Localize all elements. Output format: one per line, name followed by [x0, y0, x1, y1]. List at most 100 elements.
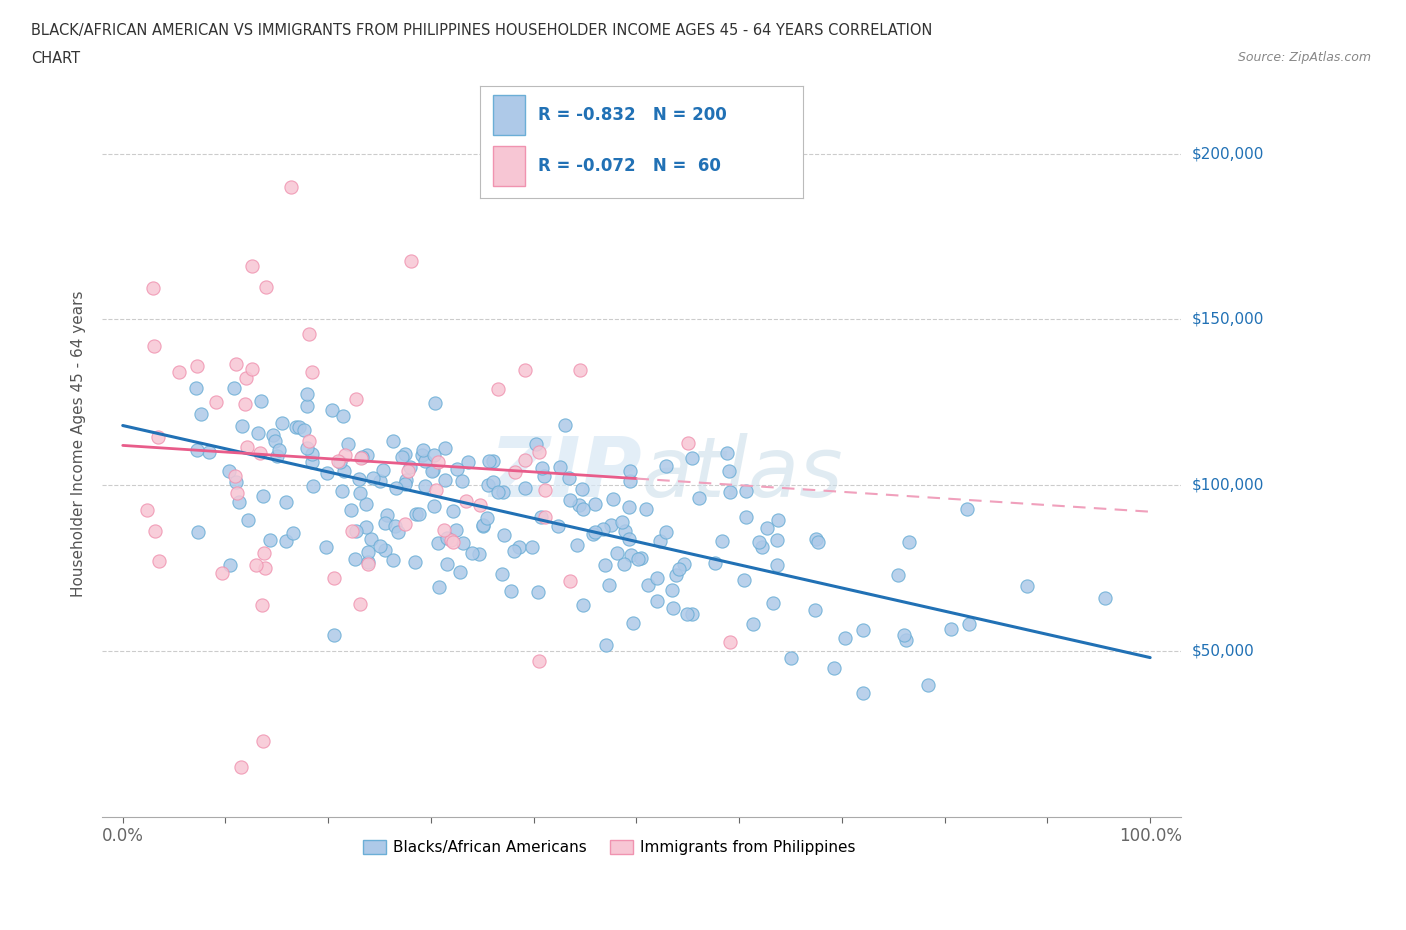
- Point: [917, 678, 939, 693]
- Point: [361, 471, 384, 485]
- Point: [323, 628, 346, 643]
- Point: [655, 459, 678, 474]
- Point: [235, 371, 257, 386]
- Point: [751, 539, 773, 554]
- Point: [411, 447, 433, 462]
- Point: [167, 365, 190, 379]
- Point: [245, 558, 267, 573]
- Point: [250, 597, 273, 612]
- Point: [433, 522, 456, 537]
- Point: [613, 556, 636, 571]
- Point: [344, 524, 367, 538]
- Point: [228, 495, 250, 510]
- Point: [718, 485, 741, 499]
- Point: [645, 593, 668, 608]
- Point: [513, 363, 536, 378]
- Point: [617, 531, 640, 546]
- Point: [295, 399, 318, 414]
- Point: [637, 578, 659, 592]
- Text: $100,000: $100,000: [1192, 478, 1264, 493]
- Point: [145, 523, 167, 538]
- Point: [956, 501, 979, 516]
- Point: [425, 483, 447, 498]
- Point: [491, 566, 513, 581]
- Text: Source: ZipAtlas.com: Source: ZipAtlas.com: [1237, 51, 1371, 64]
- Point: [554, 418, 576, 433]
- Point: [224, 469, 246, 484]
- Text: BLACK/AFRICAN AMERICAN VS IMMIGRANTS FROM PHILIPPINES HOUSEHOLDER INCOME AGES 45: BLACK/AFRICAN AMERICAN VS IMMIGRANTS FRO…: [31, 23, 932, 38]
- Point: [190, 406, 212, 421]
- Point: [734, 510, 756, 525]
- Point: [235, 439, 257, 454]
- Point: [374, 515, 396, 530]
- Point: [422, 498, 444, 513]
- Point: [834, 631, 856, 645]
- Text: CHART: CHART: [31, 51, 80, 66]
- Point: [226, 485, 249, 500]
- Point: [766, 533, 789, 548]
- Point: [382, 552, 405, 567]
- Point: [395, 472, 418, 487]
- Point: [477, 511, 499, 525]
- Point: [357, 544, 380, 559]
- Point: [332, 408, 354, 423]
- Point: [391, 450, 413, 465]
- Point: [468, 547, 491, 562]
- Point: [457, 455, 479, 470]
- Point: [218, 558, 240, 573]
- Point: [823, 660, 845, 675]
- Legend: Blacks/African Americans, Immigrants from Philippines: Blacks/African Americans, Immigrants fro…: [357, 834, 862, 861]
- Point: [354, 497, 377, 512]
- Point: [433, 473, 456, 488]
- Point: [396, 463, 419, 478]
- Point: [688, 490, 710, 505]
- Point: [569, 362, 592, 377]
- Point: [748, 535, 770, 550]
- Point: [412, 443, 434, 458]
- Point: [661, 582, 683, 597]
- Point: [765, 557, 787, 572]
- Point: [619, 473, 641, 488]
- Point: [492, 485, 515, 499]
- Point: [478, 454, 501, 469]
- Point: [547, 519, 569, 534]
- Point: [404, 555, 426, 570]
- Point: [1094, 591, 1116, 605]
- Point: [655, 525, 678, 539]
- Point: [486, 485, 509, 499]
- Point: [354, 520, 377, 535]
- Point: [522, 539, 544, 554]
- Point: [292, 422, 315, 437]
- Point: [413, 479, 436, 494]
- Point: [394, 517, 416, 532]
- Point: [803, 602, 825, 617]
- Point: [252, 733, 274, 748]
- Point: [595, 637, 617, 652]
- Point: [852, 622, 875, 637]
- Point: [481, 453, 503, 468]
- Point: [225, 357, 247, 372]
- Point: [499, 583, 522, 598]
- Point: [333, 447, 356, 462]
- Point: [423, 395, 446, 410]
- Point: [231, 418, 253, 433]
- Point: [357, 557, 380, 572]
- Point: [423, 447, 446, 462]
- Point: [741, 617, 763, 631]
- Point: [371, 462, 394, 477]
- Point: [332, 463, 354, 478]
- Point: [186, 380, 208, 395]
- Point: [187, 525, 209, 539]
- Text: $150,000: $150,000: [1192, 312, 1264, 327]
- Point: [494, 527, 516, 542]
- Text: $50,000: $50,000: [1192, 644, 1254, 658]
- Point: [357, 555, 380, 570]
- Point: [717, 463, 740, 478]
- Point: [385, 480, 408, 495]
- Point: [427, 455, 450, 470]
- Point: [634, 501, 657, 516]
- Point: [315, 540, 337, 555]
- Point: [240, 259, 263, 273]
- Point: [780, 650, 803, 665]
- Point: [468, 498, 491, 512]
